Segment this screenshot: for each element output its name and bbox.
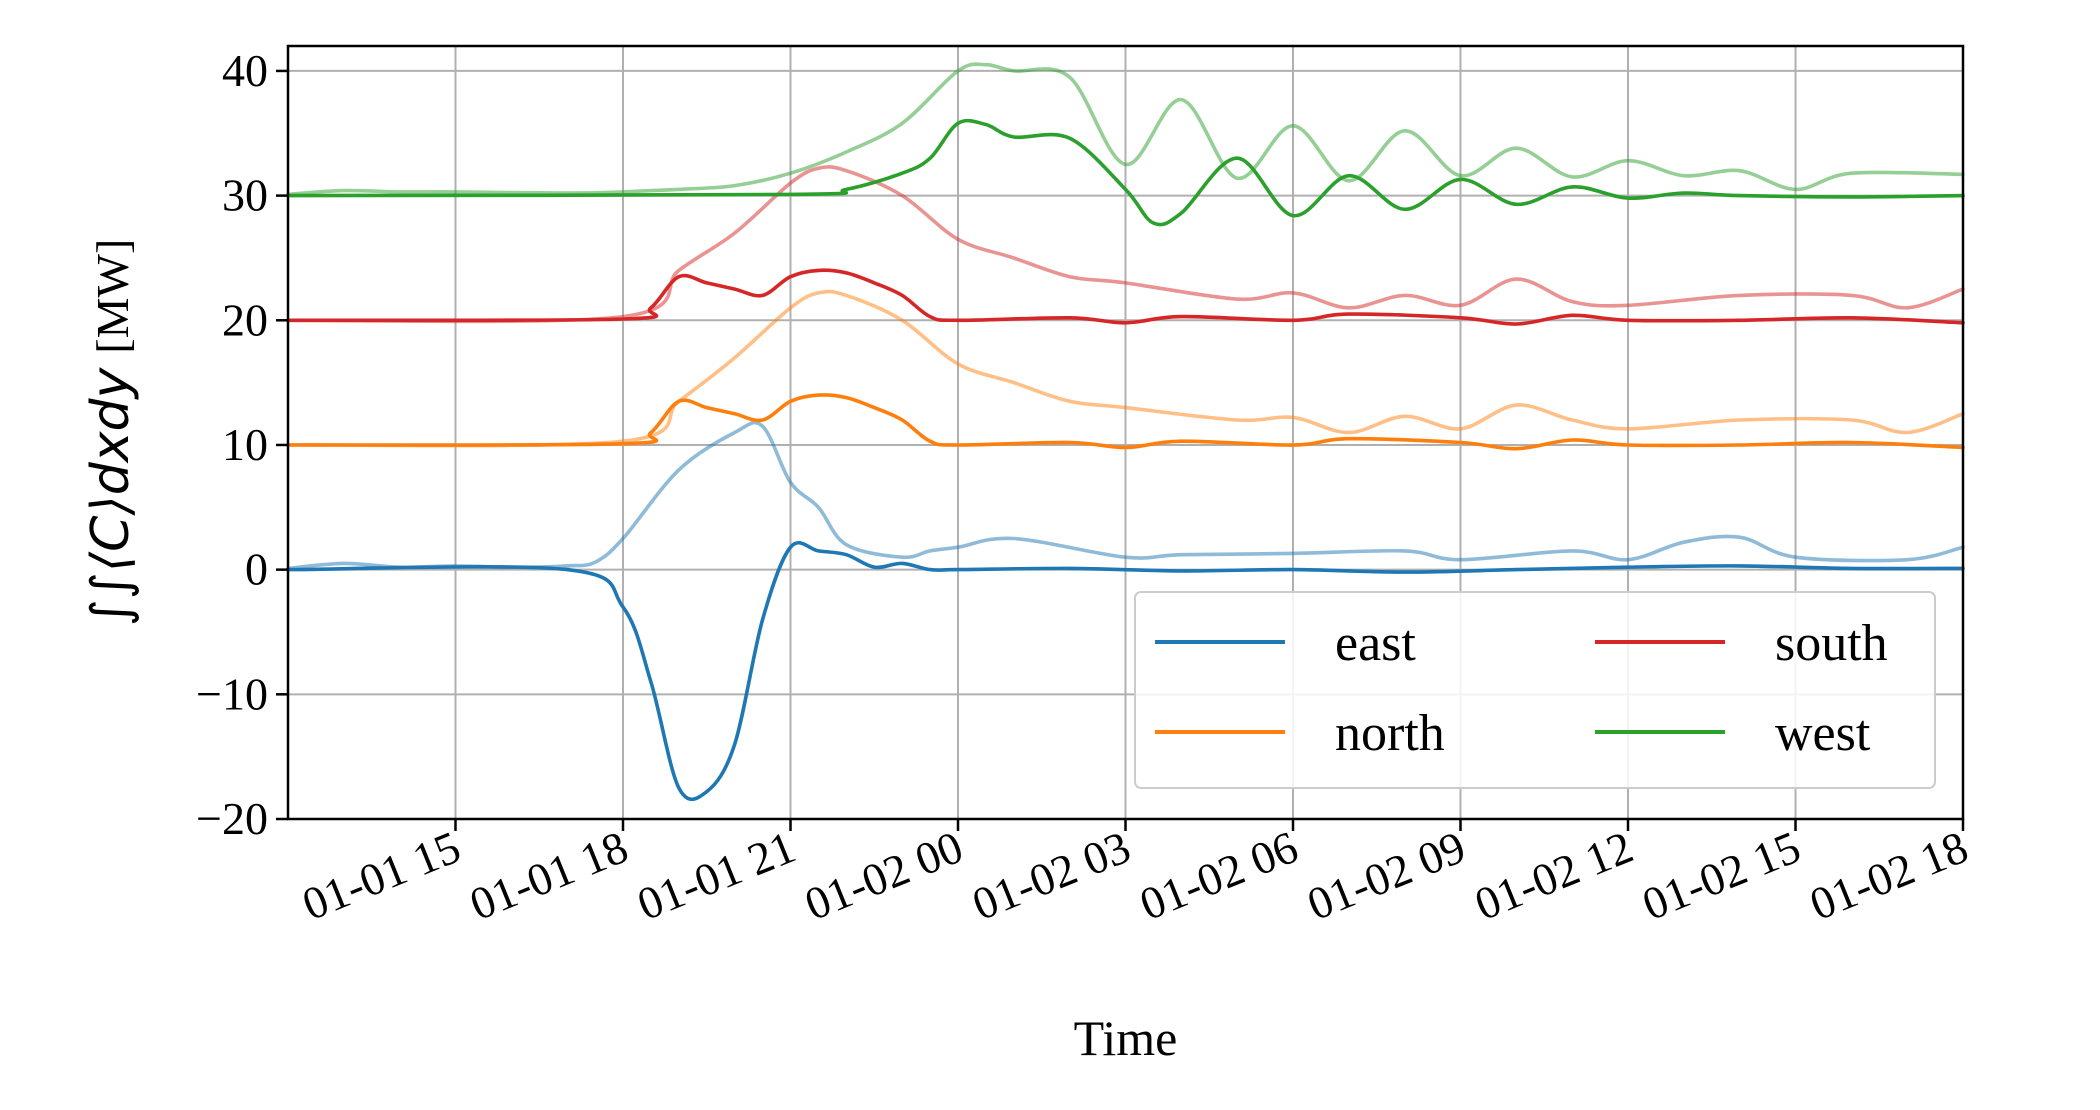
series-line-west (286, 118, 1965, 227)
legend-box (1134, 591, 1936, 789)
x-tick-label: 01-02 18 (1803, 821, 1975, 930)
y-tick-label: 20 (222, 294, 268, 345)
x-axis-label: Time (1074, 1010, 1178, 1066)
y-tick-label: −10 (196, 668, 268, 719)
series-line-east-faded (286, 420, 1965, 571)
x-tick-label: 01-02 06 (1133, 821, 1305, 930)
legend-label-south: south (1775, 615, 1888, 672)
series-line-south-faded (286, 165, 1965, 324)
x-tick-label: 01-01 21 (630, 821, 802, 930)
x-tick-label: 01-01 18 (463, 821, 635, 930)
y-axis-label-unit: [MW] (87, 239, 138, 354)
x-tick-label: 01-01 15 (295, 821, 467, 930)
x-tick-label: 01-02 00 (798, 821, 970, 930)
y-tick-label: 40 (222, 45, 268, 96)
series-line-west-faded (286, 62, 1965, 197)
legend-label-west: west (1775, 705, 1871, 762)
legend-label-north: north (1335, 705, 1445, 762)
series-line-south (286, 268, 1965, 326)
x-tick-label: 01-02 03 (965, 821, 1137, 930)
y-tick-label: 10 (222, 419, 268, 470)
series-line-east (286, 541, 1965, 802)
y-axis-label-main: ∫∫⟨C⟩dxdy (81, 366, 141, 626)
series-line-north-faded (286, 289, 1965, 448)
plot-lines (286, 62, 1965, 802)
y-tick-label: 30 (222, 170, 268, 221)
legend: east north south west (1134, 591, 1936, 789)
series-line-north (286, 393, 1965, 451)
y-tick-label: −20 (196, 793, 268, 844)
x-tick-label: 01-02 09 (1300, 821, 1472, 930)
legend-label-east: east (1335, 615, 1416, 672)
x-tick-label: 01-02 15 (1635, 821, 1807, 930)
y-axis-label: ∫∫⟨C⟩dxdy [MW] (81, 239, 141, 627)
x-tick-label: 01-02 12 (1468, 821, 1640, 930)
y-tick-label: 0 (245, 544, 268, 595)
